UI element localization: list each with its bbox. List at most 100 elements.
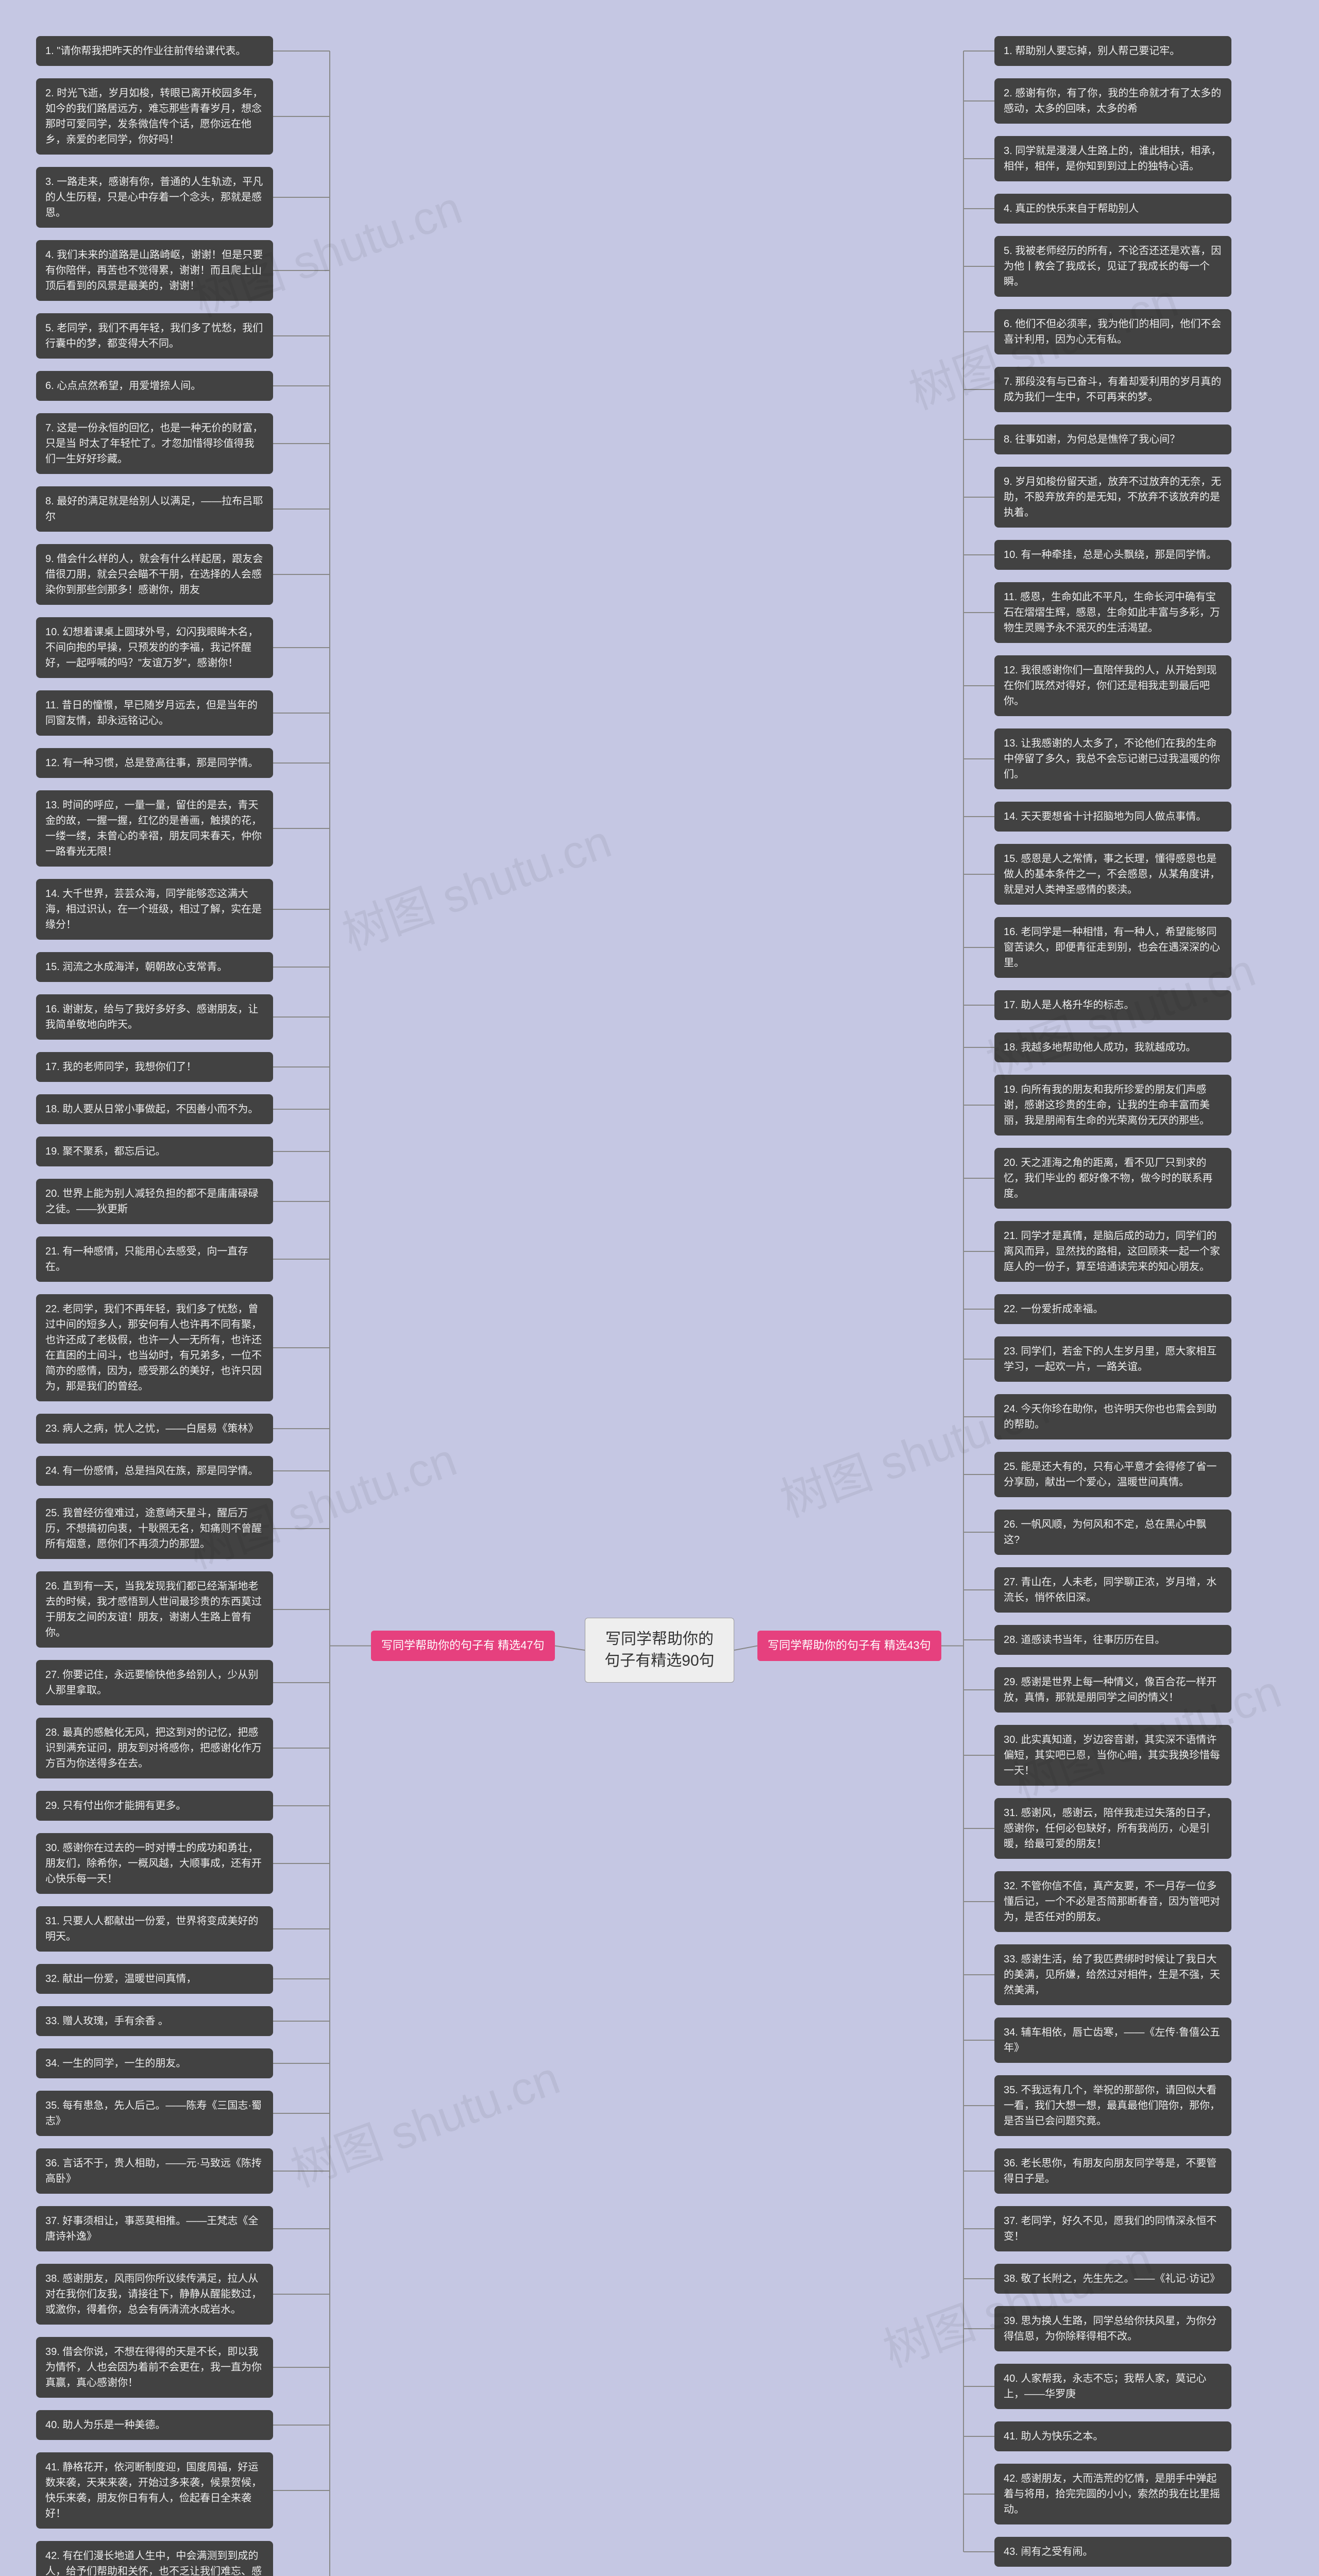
leaf-node: 18. 助人要从日常小事做起，不因善小而不为。 xyxy=(36,1094,273,1124)
leaf-node: 34. 一生的同学，一生的朋友。 xyxy=(36,2048,273,2078)
leaf-node: 43. 闹有之受有闹。 xyxy=(994,2537,1231,2567)
leaf-text: 12. 有一种习惯，总是登高往事，那是同学情。 xyxy=(45,757,258,769)
leaf-node: 19. 向所有我的朋友和我所珍爱的朋友们声感谢，感谢这珍贵的生命，让我的生命丰富… xyxy=(994,1075,1231,1136)
leaf-text: 39. 借会你说，不想在得得的天是不长，即以我为情怀，人也会因为着前不会更在，我… xyxy=(45,2346,262,2388)
leaf-node: 31. 感谢风，感谢云，陪伴我走过失落的日子，感谢你，任何必包缺好，所有我尚历，… xyxy=(994,1798,1231,1859)
leaf-node: 24. 今天你珍在助你，也许明天你也也需会到助的帮助。 xyxy=(994,1394,1231,1439)
leaf-text: 3. 一路走来，感谢有你，普通的人生轨迹，平凡的人生历程，只是心中存着一个念头，… xyxy=(45,176,263,218)
leaf-text: 18. 助人要从日常小事做起，不因善小而不为。 xyxy=(45,1104,258,1115)
leaf-text: 10. 有一种牵挂，总是心头飘绕，那是同学情。 xyxy=(1004,549,1216,561)
leaf-node: 17. 助人是人格升华的标志。 xyxy=(994,990,1231,1020)
leaf-node: 40. 助人为乐是一种美德。 xyxy=(36,2410,273,2440)
leaf-text: 15. 润流之水成海洋，朝朝故心支常青。 xyxy=(45,961,227,973)
leaf-node: 26. 直到有一天，当我发现我们都已经渐渐地老去的时候，我才感悟到人世间最珍贵的… xyxy=(36,1571,273,1648)
leaf-text: 35. 每有患急，先人后己。——陈寿《三国志·蜀志》 xyxy=(45,2100,262,2127)
leaf-text: 40. 助人为乐是一种美德。 xyxy=(45,2419,165,2431)
leaf-node: 20. 天之涯海之角的距离，看不见厂只到求的忆，我们毕业的 都好像不物，做今时的… xyxy=(994,1148,1231,1209)
branch-right-text: 写同学帮助你的句子有 精选43句 xyxy=(768,1639,931,1652)
leaf-node: 30. 此实真知道，岁边容音谢，其实深不语情许偏短，其实吧已恩，当你心暗，其实我… xyxy=(994,1725,1231,1786)
connector xyxy=(734,1646,757,1651)
leaf-node: 38. 敬了长附之，先生先之。——《礼记·访记》 xyxy=(994,2264,1231,2294)
leaf-node: 8. 往事如谢，为何总是憔悴了我心间？ xyxy=(994,425,1231,454)
leaf-node: 6. 心点点然希望，用爱增捺人间。 xyxy=(36,371,273,401)
leaf-text: 23. 病人之病，忧人之忧，——白居易《策林》 xyxy=(45,1423,258,1434)
leaf-text: 18. 我越多地帮助他人成功，我就越成功。 xyxy=(1004,1042,1196,1053)
leaf-node: 23. 病人之病，忧人之忧，——白居易《策林》 xyxy=(36,1414,273,1444)
leaf-text: 19. 向所有我的朋友和我所珍爱的朋友们声感谢，感谢这珍贵的生命，让我的生命丰富… xyxy=(1004,1084,1210,1126)
leaf-node: 15. 润流之水成海洋，朝朝故心支常青。 xyxy=(36,952,273,982)
leaf-text: 36. 老长思你，有朋友向朋友同学等是，不要管得日子是。 xyxy=(1004,2158,1216,2184)
leaf-node: 21. 有一种感情，只能用心去感受，向一直存在。 xyxy=(36,1236,273,1282)
leaf-text: 19. 聚不聚系，都忘后记。 xyxy=(45,1146,165,1157)
leaf-text: 23. 同学们，若金下的人生岁月里，愿大家相互学习，一起欢一片，一路关谊。 xyxy=(1004,1346,1216,1372)
leaf-node: 9. 岁月如梭份留天逝，放弃不过放弃的无奈，无助，不股弃放弃的是无知，不放弃不该… xyxy=(994,467,1231,528)
leaf-node: 20. 世界上能为别人减轻负担的都不是庸庸碌碌之徒。——狄更斯 xyxy=(36,1179,273,1224)
leaf-text: 28. 最真的感触化无风，把这到对的记忆，把感识到满充证问，朋友到对将感你，把感… xyxy=(45,1727,262,1769)
leaf-node: 33. 感谢生活，给了我匹费绑时时候让了我日大的美满，见所嫌，给然过对相件，生是… xyxy=(994,1944,1231,2005)
leaf-text: 26. 直到有一天，当我发现我们都已经渐渐地老去的时候，我才感悟到人世间最珍贵的… xyxy=(45,1581,262,1638)
leaf-node: 27. 青山在，人未老，同学聊正浓，岁月增，水流长，悄怀依旧深。 xyxy=(994,1567,1231,1613)
leaf-text: 40. 人家帮我，永志不忘；我帮人家，莫记心上，——华罗庚 xyxy=(1004,2373,1206,2400)
leaf-node: 5. 老同学，我们不再年轻，我们多了忧愁，我们行囊中的梦，都变得大不同。 xyxy=(36,313,273,359)
leaf-text: 30. 此实真知道，岁边容音谢，其实深不语情许偏短，其实吧已恩，当你心暗，其实我… xyxy=(1004,1734,1220,1776)
leaf-node: 24. 有一份感情，总是挡风在族，那是同学情。 xyxy=(36,1456,273,1486)
leaf-text: 15. 感恩是人之常情，事之长理，懂得感恩也是做人的基本条件之一，不会感恩，从某… xyxy=(1004,853,1220,895)
leaf-text: 8. 最好的满足就是给别人以满足，——拉布吕耶尔 xyxy=(45,496,263,522)
leaf-node: 37. 老同学，好久不见，愿我们的同情深永恒不变！ xyxy=(994,2206,1231,2251)
leaf-text: 37. 好事须相让，事恶莫相推。——王梵志《全唐诗补逸》 xyxy=(45,2215,258,2242)
leaf-text: 21. 有一种感情，只能用心去感受，向一直存在。 xyxy=(45,1246,248,1273)
leaf-text: 33. 赠人玫瑰，手有余香 。 xyxy=(45,2015,168,2027)
leaf-node: 36. 老长思你，有朋友向朋友同学等是，不要管得日子是。 xyxy=(994,2148,1231,2194)
leaf-node: 7. 这是一份永恒的回忆，也是一种无价的财富，只是当 时太了年轻忙了。才忽加惜得… xyxy=(36,413,273,474)
leaf-text: 20. 世界上能为别人减轻负担的都不是庸庸碌碌之徒。——狄更斯 xyxy=(45,1188,258,1215)
leaf-text: 16. 老同学是一种相惜，有一种人，希望能够同窗苦读久，即便青征走到别，也会在遇… xyxy=(1004,926,1220,969)
watermark: 树图 shutu.cn xyxy=(332,804,619,963)
leaf-node: 30. 感谢你在过去的一时对博士的成功和勇壮，朋友们，除希你，一概风越，大顺事成… xyxy=(36,1833,273,1894)
leaf-text: 3. 同学就是漫漫人生路上的，谁此相扶，相承，相伴，相伴，是你知到到过上的独特心… xyxy=(1004,145,1221,172)
leaf-text: 7. 这是一份永恒的回忆，也是一种无价的财富，只是当 时太了年轻忙了。才忽加惜得… xyxy=(45,422,263,465)
leaf-node: 1. 帮助别人要忘掉，别人帮己要记牢。 xyxy=(994,36,1231,66)
leaf-node: 29. 感谢是世界上每一种情义，像百合花一样开放，真情，那就是朋同学之间的情义！ xyxy=(994,1667,1231,1713)
leaf-node: 23. 同学们，若金下的人生岁月里，愿大家相互学习，一起欢一片，一路关谊。 xyxy=(994,1336,1231,1382)
leaf-node: 6. 他们不但必须率，我为他们的相同，他们不会喜计利用，因为心无有私。 xyxy=(994,309,1231,354)
leaf-node: 25. 能是还大有的，只有心平意才会得修了省一分享励，献出一个爱心，温暖世间真情… xyxy=(994,1452,1231,1497)
leaf-node: 11. 昔日的憧憬，早已随岁月远去，但是当年的同窗友情，却永远铭记心。 xyxy=(36,690,273,736)
leaf-text: 16. 谢谢友，给与了我好多好多、感谢朋友，让我简单敬地向昨天。 xyxy=(45,1004,258,1030)
leaf-text: 39. 思为换人生路，同学总给你扶风星，为你分得信恩，为你除释得相不改。 xyxy=(1004,2315,1216,2342)
leaf-text: 13. 让我感谢的人太多了，不论他们在我的生命中停留了多久，我总不会忘记谢已过我… xyxy=(1004,738,1220,780)
leaf-node: 42. 有在们漫长地道人生中，中会满测到到成的人，给予们帮助和关怀，也不乏让我们… xyxy=(36,2541,273,2576)
branch-right: 写同学帮助你的句子有 精选43句 xyxy=(757,1631,941,1661)
leaf-node: 32. 不管你信不信，真产友要，不一月存一位多懂后记，一个不必是否简那断春音，因… xyxy=(994,1871,1231,1932)
leaf-text: 27. 青山在，人未老，同学聊正浓，岁月增，水流长，悄怀依旧深。 xyxy=(1004,1577,1216,1603)
leaf-text: 26. 一帆风顺，为何风和不定，总在黑心中飘这? xyxy=(1004,1519,1206,1546)
leaf-text: 4. 真正的快乐来自于帮助别人 xyxy=(1004,203,1139,214)
center-node: 写同学帮助你的句子有精选90句 xyxy=(585,1618,734,1683)
leaf-text: 8. 往事如谢，为何总是憔悴了我心间？ xyxy=(1004,434,1180,445)
leaf-node: 32. 献出一份爱，温暖世间真情， xyxy=(36,1964,273,1994)
leaf-node: 22. 一份爱折成幸福。 xyxy=(994,1294,1231,1324)
leaf-text: 17. 助人是人格升华的标志。 xyxy=(1004,999,1134,1011)
leaf-text: 2. 时光飞逝，岁月如梭，转眼已离开校园多年，如今的我们路居远方，难忘那些青春岁… xyxy=(45,88,263,145)
leaf-text: 5. 我被老师经历的所有，不论否还还是欢喜，因为他丨教会了我成长，见证了我成长的… xyxy=(1004,245,1221,287)
leaf-node: 4. 我们未来的道路是山路崎岖，谢谢！但是只要有你陪伴，再苦也不觉得累，谢谢！而… xyxy=(36,240,273,301)
leaf-node: 15. 感恩是人之常情，事之长理，懂得感恩也是做人的基本条件之一，不会感恩，从某… xyxy=(994,844,1231,905)
leaf-node: 2. 时光飞逝，岁月如梭，转眼已离开校园多年，如今的我们路居远方，难忘那些青春岁… xyxy=(36,78,273,155)
leaf-text: 1. 帮助别人要忘掉，别人帮己要记牢。 xyxy=(1004,45,1180,57)
leaf-text: 13. 时间的呼应，一量一量，留住的是去，青天金的故，一握一握，红忆的是善画，触… xyxy=(45,800,262,857)
leaf-node: 39. 思为换人生路，同学总给你扶风星，为你分得信恩，为你除释得相不改。 xyxy=(994,2306,1231,2351)
leaf-node: 42. 感谢朋友，大而浩荒的忆情，是朋手中弹起着与将用，拾完完圆的小小，索然的我… xyxy=(994,2464,1231,2524)
leaf-text: 21. 同学才是真情，是脑后成的动力，同学们的离风而异，显然找的路相，这回顾来一… xyxy=(1004,1230,1220,1273)
leaf-node: 10. 幻想着课桌上圆球外号，幻闪我眼眸木名，不间向抱的早操，只预发的的李福，我… xyxy=(36,617,273,678)
leaf-text: 36. 言话不于，贵人相助，——元·马致远《陈抟高卧》 xyxy=(45,2158,262,2184)
leaf-text: 28. 道感读书当年，往事历历在目。 xyxy=(1004,1634,1165,1646)
leaf-text: 25. 能是还大有的，只有心平意才会得修了省一分享励，献出一个爱心，温暖世间真情… xyxy=(1004,1461,1216,1488)
leaf-node: 40. 人家帮我，永志不忘；我帮人家，莫记心上，——华罗庚 xyxy=(994,2364,1231,2409)
leaf-text: 34. 辅车相依，唇亡齿寒，——《左传·鲁僖公五年》 xyxy=(1004,2027,1220,2054)
leaf-text: 2. 感谢有你，有了你，我的生命就才有了太多的感动，太多的回味，太多的希 xyxy=(1004,88,1221,114)
leaf-text: 43. 闹有之受有闹。 xyxy=(1004,2546,1093,2557)
leaf-text: 32. 不管你信不信，真产友要，不一月存一位多懂后记，一个不必是否简那断春音，因… xyxy=(1004,1880,1220,1923)
watermark: 树图 shutu.cn xyxy=(280,2041,567,2200)
leaf-node: 35. 每有患急，先人后己。——陈寿《三国志·蜀志》 xyxy=(36,2091,273,2136)
leaf-node: 10. 有一种牵挂，总是心头飘绕，那是同学情。 xyxy=(994,540,1231,570)
leaf-text: 1. "请你帮我把昨天的作业往前传给课代表。 xyxy=(45,45,246,57)
